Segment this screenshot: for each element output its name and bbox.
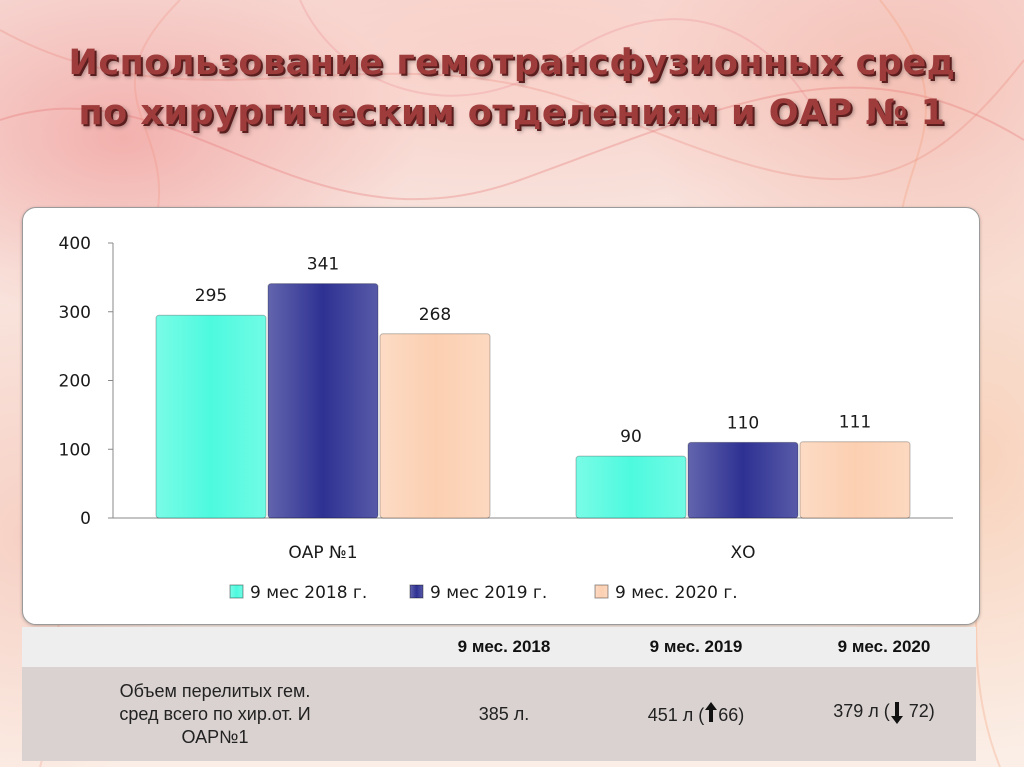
bar: [687, 441, 799, 519]
bar: [155, 314, 267, 519]
summary-row-label-line: Объем перелитых гем.: [119, 680, 311, 701]
slide-title: Использование гемотрансфузионных сред по…: [0, 38, 1024, 138]
y-tick-label: 300: [59, 303, 91, 323]
value-2019-change: 66): [718, 705, 745, 725]
value-2020-prefix: 379 л (: [833, 700, 890, 721]
legend-swatch: [594, 584, 609, 599]
summary-row-label: Объем перелитых гем. сред всего по хир.о…: [22, 667, 408, 761]
summary-data-row: Объем перелитых гем. сред всего по хир.о…: [22, 667, 976, 761]
bar-value-label: 295: [195, 286, 227, 306]
bar-value-label: 90: [620, 427, 642, 447]
bar: [799, 441, 911, 519]
bar: [379, 333, 491, 519]
summary-header-2020: 9 мес. 2020: [792, 627, 976, 667]
category-label: ОАР №1: [288, 543, 357, 563]
bar-value-label: 111: [839, 413, 871, 433]
slide-title-line-1: Использование гемотрансфузионных сред: [68, 43, 956, 83]
summary-row-label-line: сред всего по хир.от. И: [119, 703, 311, 724]
legend-label: 9 мес. 2020 г.: [615, 583, 738, 603]
summary-header-row: 9 мес. 2018 9 мес. 2019 9 мес. 2020: [22, 627, 976, 667]
summary-header-2019: 9 мес. 2019: [600, 627, 792, 667]
bar-value-label: 110: [727, 413, 759, 433]
bar-chart: 0 100 200 300 400 295 341 268 ОАР №1 90 110 111 ХО 9 …: [59, 234, 953, 603]
summary-table: 9 мес. 2018 9 мес. 2019 9 мес. 2020 Объе…: [22, 627, 976, 761]
value-2020-change: 72): [903, 700, 935, 721]
legend-label: 9 мес 2019 г.: [430, 583, 547, 603]
legend-label: 9 мес 2018 г.: [250, 583, 367, 603]
bar-value-label: 341: [307, 255, 339, 275]
y-tick-label: 100: [59, 440, 91, 460]
summary-header-2018: 9 мес. 2018: [408, 627, 600, 667]
legend-swatch: [409, 584, 424, 599]
y-tick-label: 400: [59, 234, 91, 254]
y-tick-label: 0: [80, 509, 91, 529]
bar-value-label: 268: [419, 305, 451, 325]
slide-title-line-2: по хирургическим отделениям и ОАР № 1: [78, 93, 946, 133]
summary-value-2018: 385 л.: [408, 667, 600, 761]
bar: [575, 455, 687, 519]
summary-value-2019: 451 л ( 66): [600, 667, 792, 761]
legend-swatch: [229, 584, 244, 599]
up-arrow-icon: [704, 701, 718, 727]
down-arrow-icon: [890, 701, 904, 729]
summary-value-2020: 379 л ( 72): [792, 667, 976, 761]
y-tick-label: 200: [59, 372, 91, 392]
bar: [267, 283, 379, 519]
value-2019-prefix: 451 л (: [647, 705, 705, 725]
category-label: ХО: [730, 543, 755, 563]
chart-panel: 0 100 200 300 400 295 341 268 ОАР №1 90 110 111 ХО 9 …: [22, 207, 980, 625]
summary-row-label-line: ОАР№1: [181, 726, 249, 747]
summary-header-empty: [22, 627, 408, 667]
